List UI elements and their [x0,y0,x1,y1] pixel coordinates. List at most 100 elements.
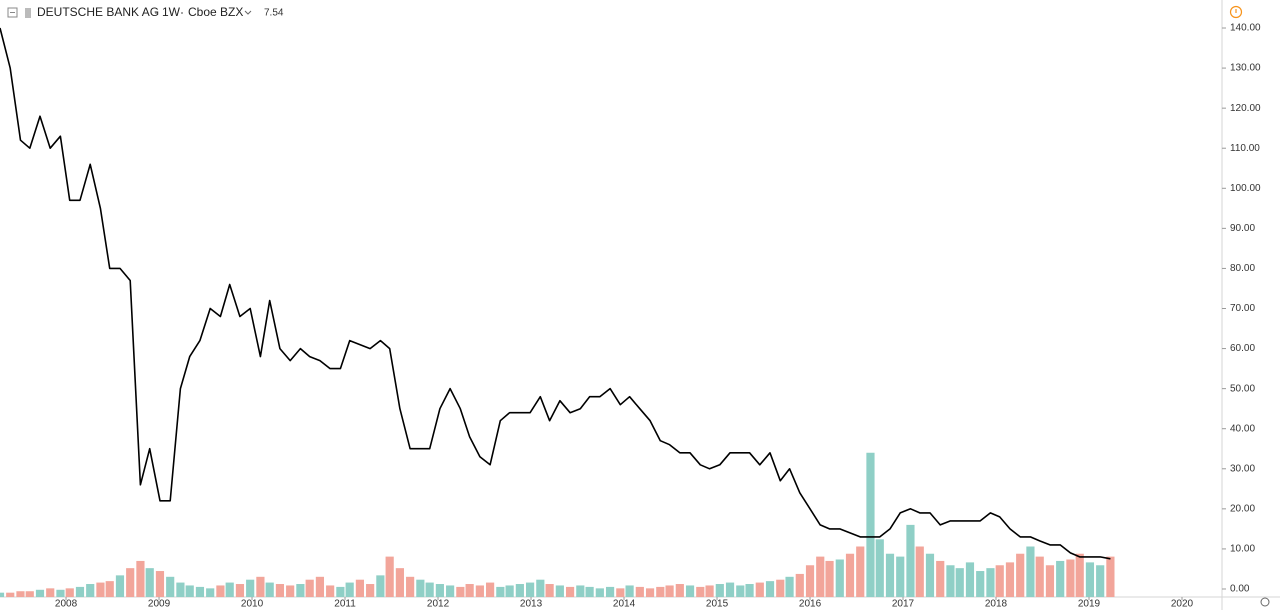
volume-bar [776,579,785,597]
volume-bar [126,568,135,597]
volume-bar [665,585,674,597]
y-tick-label: 130.00 [1230,63,1261,74]
volume-bar [885,553,895,597]
volume-bar [605,586,615,597]
volume-bar [696,586,705,597]
x-tick-label: 2012 [427,599,450,610]
y-tick-label: 30.00 [1230,463,1255,474]
volume-bar [1016,553,1025,597]
volume-bar [1026,546,1035,597]
last-price: 7.54 [264,8,284,19]
volume-bar [1005,562,1015,597]
volume-bar [946,565,955,597]
separator [155,12,157,14]
volume-bar [936,560,945,597]
y-tick-label: 70.00 [1230,303,1255,314]
volume-bar [435,584,444,597]
volume-bar [425,582,434,597]
volume-bar [166,576,175,597]
volume-bar [955,568,964,597]
volume-bar [75,586,85,597]
volume-bar [1085,562,1095,597]
settings-icon[interactable] [1260,597,1270,607]
volume-bar [896,556,905,597]
x-tick-label: 2011 [334,599,356,610]
volume-bar [1066,559,1075,597]
volume-bar [366,584,375,597]
volume-bar [286,585,295,597]
x-tick-label: 2017 [892,599,915,610]
volume-bar [216,585,225,597]
volume-bar [0,592,5,597]
price-line [0,27,1111,560]
volume-bar [545,584,554,597]
warning-icon[interactable] [1229,5,1243,19]
x-tick-label: 2014 [613,599,636,610]
x-tick-label: 2010 [241,599,264,610]
volume-bar [176,582,185,597]
volume-bar [475,585,484,597]
y-tick-label: 50.00 [1230,383,1255,394]
interval[interactable]: 1W [162,5,181,19]
volume-bar [1096,565,1105,597]
volume-bar [736,585,745,597]
symbol-title[interactable]: DEUTSCHE BANK AG [37,5,159,19]
volume-bar [145,568,154,597]
volume-bar [496,586,505,597]
volume-bar [585,586,594,597]
volume-bar [825,560,834,597]
volume-bar [416,579,425,597]
x-tick-label: 2015 [706,599,729,610]
volume-bar [35,589,45,597]
volume-bar [256,576,265,597]
volume-bar [925,553,935,597]
volume-bar [656,586,665,597]
volume-bar [246,579,255,597]
y-tick-label: 90.00 [1230,223,1255,234]
volume-bar [505,585,514,597]
volume-bar [56,589,65,597]
volume-bar [395,568,404,597]
volume-bar [616,588,625,597]
volume-bar [835,559,844,597]
x-tick-label: 2013 [520,599,543,610]
volume-bar [645,588,655,597]
y-tick-label: 20.00 [1230,503,1255,514]
y-tick-label: 60.00 [1230,343,1255,354]
exchange-dropdown[interactable] [244,10,252,15]
x-tick-label: 2008 [55,599,78,610]
volume-bar [265,582,274,597]
volume-bar [515,584,524,597]
volume-bar [805,565,815,597]
volume-bar [305,579,314,597]
volume-bar [555,585,564,597]
volume-bar [976,571,985,597]
volume-bar [866,452,875,597]
volume-bar [446,585,455,597]
volume-bar [875,539,884,597]
collapse-icon[interactable] [7,7,18,18]
x-tick-label: 2020 [1171,599,1194,610]
volume-bar [486,582,495,597]
volume-bar [565,586,575,597]
x-tick-label: 2016 [799,599,822,610]
volume-bar [65,588,74,597]
volume-bar [345,582,354,597]
volume-bar [595,588,604,597]
volume-bar [136,560,145,597]
y-tick-label: 80.00 [1230,263,1255,274]
volume-bar [336,586,345,597]
y-tick-label: 0.00 [1230,584,1250,595]
volume-bar [185,585,194,597]
volume-bar [965,562,975,597]
volume-bar [46,588,55,597]
volume-bar [6,592,15,597]
exchange[interactable]: Cboe BZX [188,5,243,19]
y-tick-label: 100.00 [1230,183,1261,194]
volume-bar [745,584,754,597]
volume-bar [465,584,474,597]
volume-bar [296,584,305,597]
